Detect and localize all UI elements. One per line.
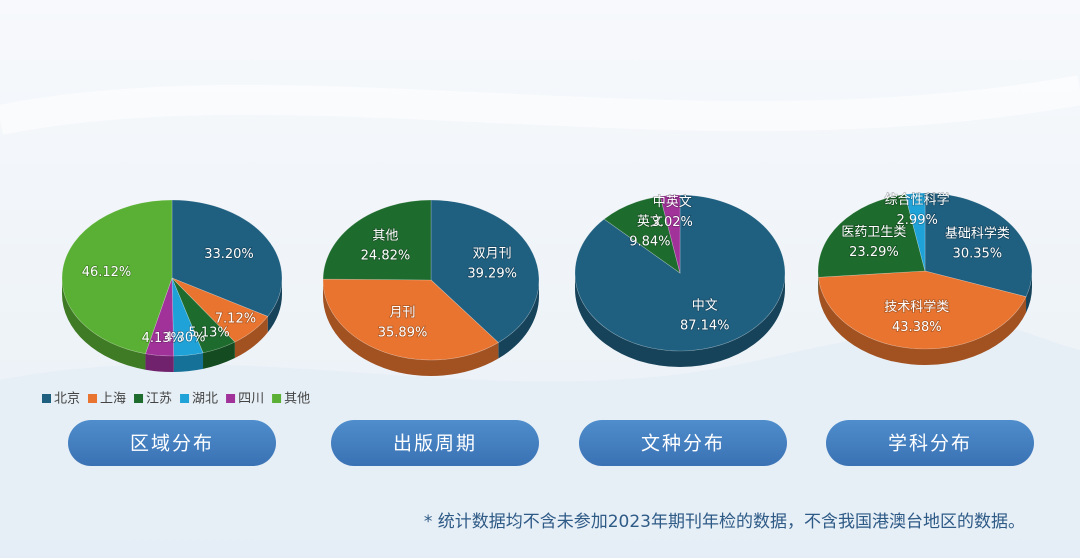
legend-label: 江苏	[146, 391, 172, 407]
slice	[145, 277, 175, 357]
slice	[171, 199, 283, 317]
chart-title: 文种分布	[641, 433, 725, 455]
button-bg	[331, 420, 539, 466]
value-label: 87.14%	[680, 319, 730, 334]
slice	[659, 194, 681, 274]
legend-swatch	[88, 394, 98, 403]
category-label: 中英文	[653, 195, 692, 210]
slice-side	[575, 273, 785, 367]
value-label: 3.02%	[652, 215, 693, 230]
slice-side	[173, 352, 204, 372]
title-button[interactable]: 区域分布	[68, 420, 276, 466]
value-label: 4.30%	[164, 331, 205, 346]
category-label: 英文	[637, 214, 663, 229]
category-label: 中文	[692, 299, 718, 314]
legend-swatch	[226, 394, 236, 403]
category-label: 月刊	[390, 306, 416, 321]
chart-title: 出版周期	[393, 433, 477, 455]
value-label: 5.13%	[188, 325, 229, 340]
button-bg	[68, 420, 276, 466]
title-button[interactable]: 出版周期	[331, 420, 539, 466]
button-bg	[579, 420, 787, 466]
category-label: 技术科学类	[884, 299, 949, 315]
pie: 中文 87.14% 英文 9.84% 中英文 3.02%	[574, 194, 786, 367]
pie: 双月刊 39.29% 月刊 35.89% 其他 24.82%	[322, 199, 540, 376]
value-label: 39.29%	[467, 267, 517, 282]
value-label: 33.20%	[204, 247, 254, 262]
slice	[574, 194, 786, 352]
category-label: 基础科学类	[945, 225, 1010, 241]
legend-label: 其他	[284, 392, 310, 407]
slice-side	[234, 316, 268, 359]
slice	[61, 199, 173, 355]
slice-side	[818, 277, 1027, 366]
slice-side	[267, 278, 282, 333]
legend-label: 四川	[238, 392, 264, 407]
slice-side	[1026, 271, 1032, 313]
slice-side	[498, 280, 539, 359]
legend-swatch	[272, 394, 282, 403]
category-label: 其他	[372, 228, 398, 243]
value-label: 2.99%	[897, 213, 938, 228]
value-label: 7.12%	[215, 311, 256, 326]
slice	[924, 192, 1033, 298]
slice-side	[203, 342, 235, 369]
value-label: 35.89%	[378, 326, 428, 341]
slice	[904, 192, 926, 272]
title-button[interactable]: 文种分布	[579, 420, 787, 466]
decor-wave	[0, 75, 1080, 135]
value-label: 24.82%	[361, 248, 411, 263]
slice	[322, 199, 432, 281]
legend-label: 湖北	[192, 392, 218, 407]
decor-wave	[0, 324, 1080, 558]
chart-title: 区域分布	[130, 433, 214, 455]
legend-swatch	[42, 394, 51, 403]
slice	[171, 277, 204, 357]
legend-swatch	[180, 394, 190, 403]
category-label: 综合性科学	[885, 192, 950, 208]
footnote: * 统计数据均不含未参加2023年期刊年检的数据，不含我国港澳台地区的数据。	[424, 512, 1025, 532]
slice-side	[62, 278, 146, 370]
pie: 33.20% 7.12%5.13%4.30%4.13% 46.12%	[61, 199, 283, 372]
slice	[430, 199, 540, 343]
legend-label: 上海	[100, 392, 126, 407]
slice	[171, 277, 269, 343]
title-button[interactable]: 学科分布	[826, 420, 1034, 466]
slice-side	[145, 353, 174, 372]
slice	[603, 196, 681, 274]
value-label: 9.84%	[629, 234, 670, 249]
slice	[171, 277, 236, 354]
value-label: 46.12%	[82, 265, 132, 280]
value-label: 23.29%	[849, 245, 899, 260]
legend-swatch	[134, 394, 144, 403]
value-label: 43.38%	[892, 320, 942, 335]
category-label: 医药卫生类	[841, 225, 906, 240]
value-label: 4.13%	[142, 331, 183, 346]
value-label: 30.35%	[953, 246, 1003, 261]
pie: 基础科学类 30.35% 技术科学类 43.38% 医药卫生类 23.29% 综合性科学 2.…	[817, 191, 1033, 366]
slice	[322, 278, 499, 361]
slice	[818, 270, 1027, 350]
button-bg	[826, 420, 1034, 466]
slice-side	[323, 280, 499, 376]
chart-title: 学科分布	[888, 433, 972, 455]
category-label: 双月刊	[473, 247, 512, 262]
slice	[817, 194, 926, 278]
legend-label: 北京	[54, 392, 80, 407]
